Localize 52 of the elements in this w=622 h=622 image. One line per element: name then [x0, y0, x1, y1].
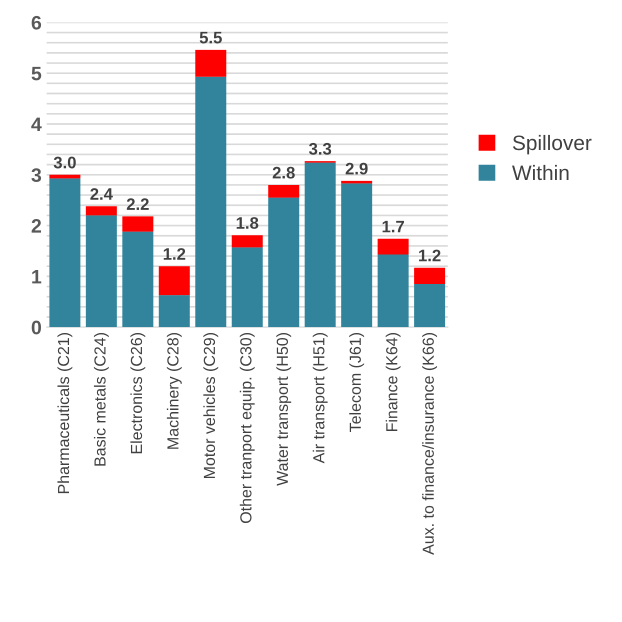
- bar: [158, 295, 190, 328]
- x-tick-label: Water transport (H50): [276, 333, 292, 486]
- y-tick-label: 6: [32, 16, 42, 30]
- bar: [86, 215, 117, 328]
- total-label: 2.8: [272, 166, 295, 179]
- bar: [122, 232, 154, 328]
- bar: [341, 183, 372, 328]
- x-tick-label: Pharmaceuticals (C21): [57, 333, 72, 494]
- bar: [378, 254, 409, 328]
- y-tick-label: 3: [31, 168, 42, 182]
- total-label: 5.5: [200, 32, 222, 44]
- total-label: 1.7: [382, 220, 404, 232]
- bar: [232, 235, 263, 248]
- bar: [49, 178, 80, 328]
- total-label: 1.2: [419, 250, 441, 262]
- bar: [195, 76, 226, 328]
- x-tick-label: Other tranport equip. (C30): [240, 333, 255, 524]
- x-tick-label: Finance (K64): [386, 333, 401, 432]
- y-tick-label: 4: [31, 118, 42, 132]
- bar: [158, 266, 190, 296]
- bar: [304, 162, 336, 328]
- x-tick-label: Machinery (C28): [166, 333, 182, 449]
- bar: [414, 268, 446, 284]
- x-tick-label: Basic metals (C24): [94, 333, 109, 466]
- legend-label: Within: [512, 164, 568, 180]
- legend-label: Spillover: [512, 134, 592, 154]
- bar: [232, 247, 263, 328]
- total-label: 2.2: [126, 198, 149, 210]
- bar: [49, 174, 80, 178]
- bar: [86, 206, 117, 216]
- total-label: 1.8: [236, 217, 258, 229]
- x-tick-label: Motor vehicles (C29): [203, 333, 218, 478]
- total-label: 2.9: [346, 162, 368, 175]
- total-label: 3.0: [54, 156, 76, 168]
- bar: [414, 284, 446, 328]
- x-tick-label: Air transport (H51): [312, 333, 328, 464]
- y-tick-label: 0: [32, 320, 41, 334]
- total-label: 1.2: [164, 248, 186, 260]
- x-tick-label: Electronics (C26): [130, 333, 146, 454]
- bar: [268, 198, 300, 328]
- bar: [378, 238, 409, 255]
- x-tick-label: Aux. to finance/insurance (K66): [422, 333, 438, 555]
- total-label: 3.3: [308, 142, 332, 155]
- total-label: 2.4: [90, 188, 113, 200]
- y-tick-label: 1: [32, 270, 42, 284]
- x-tick-label: Telecom (J61): [349, 333, 364, 432]
- bar: [341, 180, 372, 184]
- y-tick-label: 2: [32, 219, 42, 233]
- bar: [195, 50, 226, 77]
- y-tick-label: 5: [32, 66, 42, 80]
- bar: [122, 216, 154, 232]
- bar: [268, 184, 300, 198]
